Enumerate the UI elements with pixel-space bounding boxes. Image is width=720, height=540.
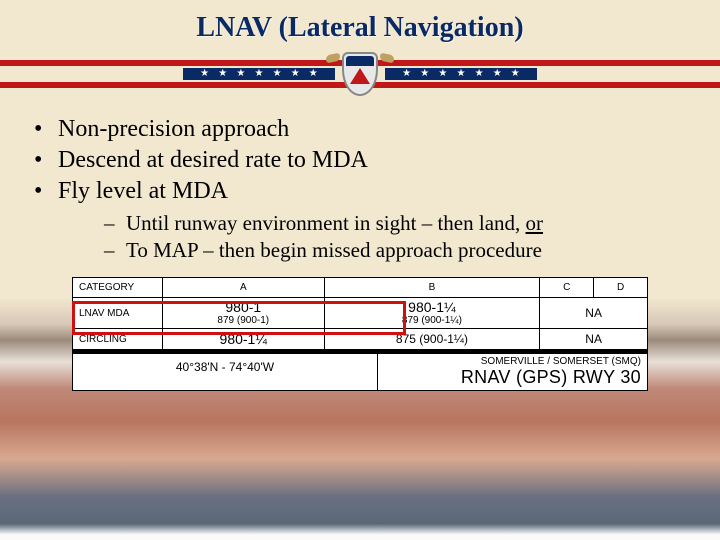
cell-main: 980-1¼ bbox=[329, 300, 536, 315]
star-icon: ★ bbox=[475, 69, 484, 79]
star-icon: ★ bbox=[402, 69, 411, 79]
bullet-text: Fly level at MDA bbox=[58, 178, 228, 204]
col-a: A bbox=[163, 278, 325, 298]
col-b: B bbox=[324, 278, 540, 298]
sub-bullet-list: Until runway environment in sight – then… bbox=[104, 211, 690, 263]
decorative-banner: ★ ★ ★ ★ ★ ★ ★ ★ ★ ★ ★ ★ ★ ★ bbox=[0, 54, 720, 94]
approach-plate-excerpt: CATEGORY A B C D LNAV MDA 980-1 879 (900… bbox=[72, 277, 648, 391]
row-label: CIRCLING bbox=[73, 329, 163, 350]
slide-title: LNAV (Lateral Navigation) bbox=[0, 0, 720, 44]
star-stripe-left: ★ ★ ★ ★ ★ ★ ★ bbox=[183, 68, 335, 80]
airport-name: SOMERVILLE / SOMERSET bbox=[481, 356, 609, 367]
star-icon: ★ bbox=[309, 69, 318, 79]
sub-bullet-item: Until runway environment in sight – then… bbox=[104, 211, 690, 236]
procedure-box: SOMERVILLE / SOMERSET (SMQ) RNAV (GPS) R… bbox=[378, 354, 648, 391]
bullet-item: Non-precision approach bbox=[30, 116, 690, 143]
star-icon: ★ bbox=[420, 69, 429, 79]
row-label: LNAV MDA bbox=[73, 298, 163, 329]
star-icon: ★ bbox=[511, 69, 520, 79]
star-icon: ★ bbox=[236, 69, 245, 79]
star-icon: ★ bbox=[218, 69, 227, 79]
cell-sub: 879 (900-1¼) bbox=[329, 315, 536, 326]
slide-body: Non-precision approach Descend at desire… bbox=[0, 94, 720, 391]
star-icon: ★ bbox=[291, 69, 300, 79]
star-icon: ★ bbox=[254, 69, 263, 79]
cell: 980-1¼ bbox=[163, 329, 325, 350]
table-row-lnav: LNAV MDA 980-1 879 (900-1) 980-1¼ 879 (9… bbox=[73, 298, 648, 329]
bullet-item: Fly level at MDA Until runway environmen… bbox=[30, 178, 690, 263]
col-c: C bbox=[540, 278, 594, 298]
star-icon: ★ bbox=[493, 69, 502, 79]
cell: 875 (900-1¼) bbox=[324, 329, 540, 350]
cap-emblem-icon bbox=[338, 50, 382, 98]
underlined-or: or bbox=[526, 211, 544, 235]
star-stripe-right: ★ ★ ★ ★ ★ ★ ★ bbox=[385, 68, 537, 80]
cell: 980-1¼ 879 (900-1¼) bbox=[324, 298, 540, 329]
star-icon: ★ bbox=[273, 69, 282, 79]
star-icon: ★ bbox=[456, 69, 465, 79]
table-row-circling: CIRCLING 980-1¼ 875 (900-1¼) NA bbox=[73, 329, 648, 350]
cell-main: 980-1¼ bbox=[167, 331, 320, 347]
procedure-name: RNAV (GPS) RWY 30 bbox=[384, 367, 641, 388]
col-category: CATEGORY bbox=[73, 278, 163, 298]
bullet-list: Non-precision approach Descend at desire… bbox=[30, 116, 690, 263]
plate-footer: 40°38'N - 74°40'W SOMERVILLE / SOMERSET … bbox=[72, 350, 648, 391]
cell-na: NA bbox=[540, 329, 648, 350]
minima-table: CATEGORY A B C D LNAV MDA 980-1 879 (900… bbox=[72, 277, 648, 350]
bullet-item: Descend at desired rate to MDA bbox=[30, 147, 690, 174]
coords: 40°38'N - 74°40'W bbox=[72, 354, 378, 391]
sub-bullet-text: Until runway environment in sight – then… bbox=[126, 211, 526, 235]
airport-ident: (SMQ) bbox=[612, 356, 641, 367]
star-icon: ★ bbox=[438, 69, 447, 79]
cell-na: NA bbox=[540, 298, 648, 329]
col-d: D bbox=[594, 278, 648, 298]
cell-main: 980-1 bbox=[167, 300, 320, 315]
cell-sub: 879 (900-1) bbox=[167, 315, 320, 326]
table-header-row: CATEGORY A B C D bbox=[73, 278, 648, 298]
cell: 980-1 879 (900-1) bbox=[163, 298, 325, 329]
sub-bullet-item: To MAP – then begin missed approach proc… bbox=[104, 238, 690, 263]
star-icon: ★ bbox=[200, 69, 209, 79]
cell-main: 875 (900-1¼) bbox=[329, 332, 536, 346]
